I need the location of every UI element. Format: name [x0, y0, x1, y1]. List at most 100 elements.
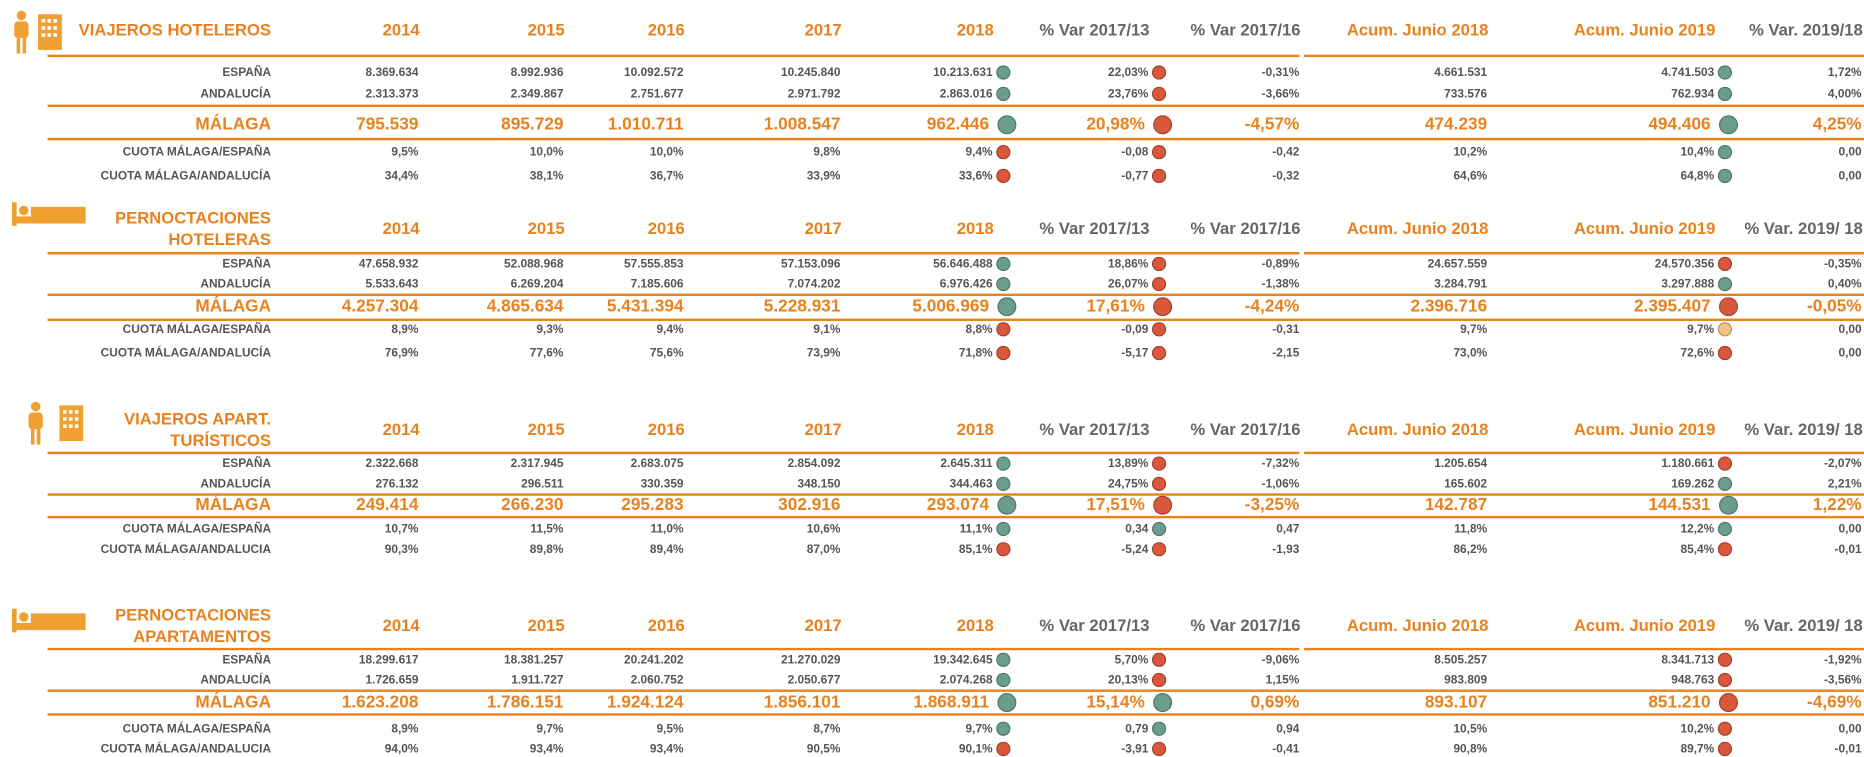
status-dot	[1153, 495, 1173, 515]
separator	[47, 137, 1864, 141]
cell-value: -0,89%	[1261, 257, 1300, 271]
cell-value: 266.230	[501, 495, 564, 515]
cell-value: 36,7%	[649, 169, 684, 183]
separator	[47, 451, 1300, 455]
cell-value: 795.539	[356, 115, 419, 135]
status-dot	[1153, 115, 1173, 135]
status-dot	[1151, 168, 1167, 184]
cell-value: 1,15%	[1265, 673, 1300, 687]
cell-value: 4,00%	[1827, 87, 1862, 101]
cell-value: 762.934	[1671, 87, 1715, 101]
cell-value: 2.395.407	[1633, 297, 1711, 317]
separator	[47, 647, 1300, 651]
row-label: ANDALUCÍA	[200, 673, 272, 687]
cell-value: 10.092.572	[624, 65, 684, 80]
cell-value: 11,5%	[530, 522, 564, 536]
traveler-icon	[14, 10, 62, 54]
column-header: 2017	[804, 218, 842, 238]
status-dot	[996, 168, 1011, 184]
cell-value: 733.576	[1444, 87, 1488, 101]
cell-value: 90,1%	[958, 742, 993, 756]
row-label: ESPAÑA	[222, 457, 272, 471]
cell-value: 9,3%	[536, 322, 564, 336]
cell-value: 10,0%	[649, 145, 684, 159]
cell-value: -1,06%	[1261, 477, 1300, 491]
cell-value: -5,17	[1121, 346, 1149, 360]
column-header: % Var 2017/13	[1039, 419, 1150, 439]
row-label: ESPAÑA	[222, 65, 272, 80]
column-header: 2014	[382, 419, 420, 439]
cell-value: 4.257.304	[341, 297, 419, 317]
separator	[1304, 252, 1864, 255]
cell-value: 10,7%	[384, 522, 419, 536]
cell-value: -7,32%	[1261, 457, 1300, 471]
column-header: Acum. Junio 2019	[1573, 20, 1716, 40]
cell-value: 8.505.257	[1434, 653, 1488, 667]
status-dot	[1717, 168, 1733, 184]
cell-value: -1,92%	[1823, 653, 1862, 667]
status-dot	[1717, 65, 1733, 80]
cell-value: 20.241.202	[624, 653, 684, 667]
bed-icon	[11, 202, 86, 226]
section-title: HOTELERAS	[168, 229, 272, 249]
separator	[47, 293, 1864, 297]
status-dot	[1151, 741, 1167, 757]
column-header: Acum. Junio 2018	[1346, 218, 1489, 238]
status-dot	[1151, 521, 1167, 537]
separator	[47, 515, 1864, 519]
cell-value: 18.299.617	[358, 653, 419, 667]
status-dot	[1717, 256, 1733, 272]
status-dot	[996, 145, 1011, 160]
cell-value: 851.210	[1648, 693, 1711, 713]
status-dot	[1717, 322, 1733, 337]
column-header: 2017	[804, 419, 842, 439]
cell-value: 2.349.867	[510, 87, 564, 101]
column-header: Acum. Junio 2019	[1573, 615, 1716, 635]
section-title: APARTAMENTOS	[133, 626, 272, 646]
cell-value: -9,06%	[1261, 653, 1300, 667]
cell-value: 10.245.840	[780, 65, 841, 80]
cell-value: 87,0%	[806, 542, 841, 556]
column-header: % Var 2017/13	[1039, 20, 1150, 40]
status-dot	[997, 495, 1017, 515]
column-header: % Var. 2019/ 18	[1744, 419, 1863, 439]
column-header: 2015	[527, 20, 565, 40]
column-header: % Var 2017/13	[1039, 218, 1150, 238]
section-title: VIAJEROS APART.	[123, 408, 272, 428]
column-header: Acum. Junio 2019	[1573, 218, 1716, 238]
cell-value: 0,40%	[1827, 277, 1862, 291]
cell-value: 57.555.853	[624, 257, 684, 271]
cell-value: 169.262	[1671, 477, 1715, 491]
status-dot	[996, 652, 1011, 667]
status-dot	[996, 521, 1011, 537]
cell-value: 17,61%	[1086, 297, 1145, 317]
cell-value: 12,2%	[1680, 522, 1715, 536]
column-header: 2014	[382, 20, 420, 40]
separator	[47, 689, 1864, 692]
status-dot	[997, 297, 1017, 317]
cell-value: 344.463	[949, 477, 993, 491]
cell-value: 0,94	[1276, 722, 1300, 736]
cell-value: 474.239	[1424, 115, 1488, 135]
cell-value: 76,9%	[384, 346, 419, 360]
cell-value: 348.150	[797, 477, 841, 491]
cell-value: 10.213.631	[933, 65, 993, 80]
cell-value: 0,47	[1276, 522, 1300, 536]
cell-value: 9,7%	[1687, 322, 1715, 336]
cell-value: 8,7%	[813, 722, 841, 736]
cell-value: 6.976.426	[939, 277, 993, 291]
cell-value: -3,66%	[1261, 87, 1300, 101]
row-label: MÁLAGA	[195, 115, 272, 135]
cell-value: 72,6%	[1680, 346, 1715, 360]
cell-value: 22,03%	[1108, 65, 1149, 80]
status-dot	[1151, 86, 1167, 102]
cell-value: 9,4%	[656, 322, 684, 336]
column-header: 2014	[382, 615, 420, 635]
status-dot	[996, 741, 1011, 757]
cell-value: -0,31%	[1261, 65, 1300, 80]
row-label: ANDALUCÍA	[200, 87, 272, 101]
cell-value: 11,1%	[959, 522, 993, 536]
cell-value: 90,8%	[1453, 742, 1488, 756]
cell-value: 8.341.713	[1661, 653, 1715, 667]
